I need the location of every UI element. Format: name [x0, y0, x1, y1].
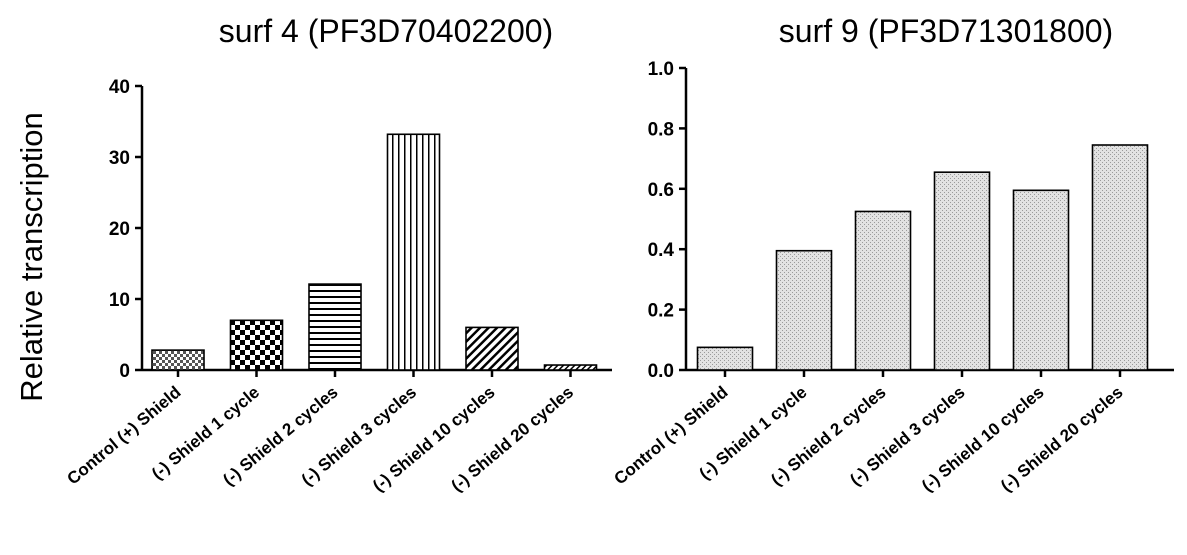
y-tick-label: 0.6	[648, 180, 674, 201]
y-tick-label: 1.0	[648, 59, 674, 80]
bar	[229, 319, 284, 371]
bar	[854, 210, 912, 371]
bar	[386, 133, 441, 371]
y-tick-label: 0.0	[648, 361, 674, 382]
chart-panel-surf9: surf 9 (PF3D71301800) 0.0 0.2 0.4 0.6 0.8 1.0…	[610, 13, 1174, 495]
y-tick-label: 20	[109, 219, 130, 240]
bar	[151, 349, 205, 371]
y-tick-label: 0	[119, 361, 130, 382]
y-tick-label: 40	[109, 77, 130, 98]
bar	[308, 283, 362, 371]
bar	[696, 346, 754, 371]
chart-title: surf 9 (PF3D71301800)	[779, 13, 1113, 49]
y-axis-label: Relative transcription	[14, 112, 49, 401]
y-tick-label: 0.4	[648, 240, 675, 261]
y-tick-label: 30	[109, 148, 130, 169]
bar	[465, 326, 519, 371]
bar	[775, 249, 833, 371]
bar	[933, 171, 991, 371]
y-tick-label: 0.8	[648, 119, 674, 140]
y-tick-label: 0.2	[648, 301, 674, 322]
bar	[1012, 189, 1070, 371]
chart-title: surf 4 (PF3D70402200)	[219, 13, 553, 49]
y-tick-label: 10	[109, 290, 130, 311]
bar	[1091, 144, 1149, 371]
bar	[543, 364, 598, 371]
